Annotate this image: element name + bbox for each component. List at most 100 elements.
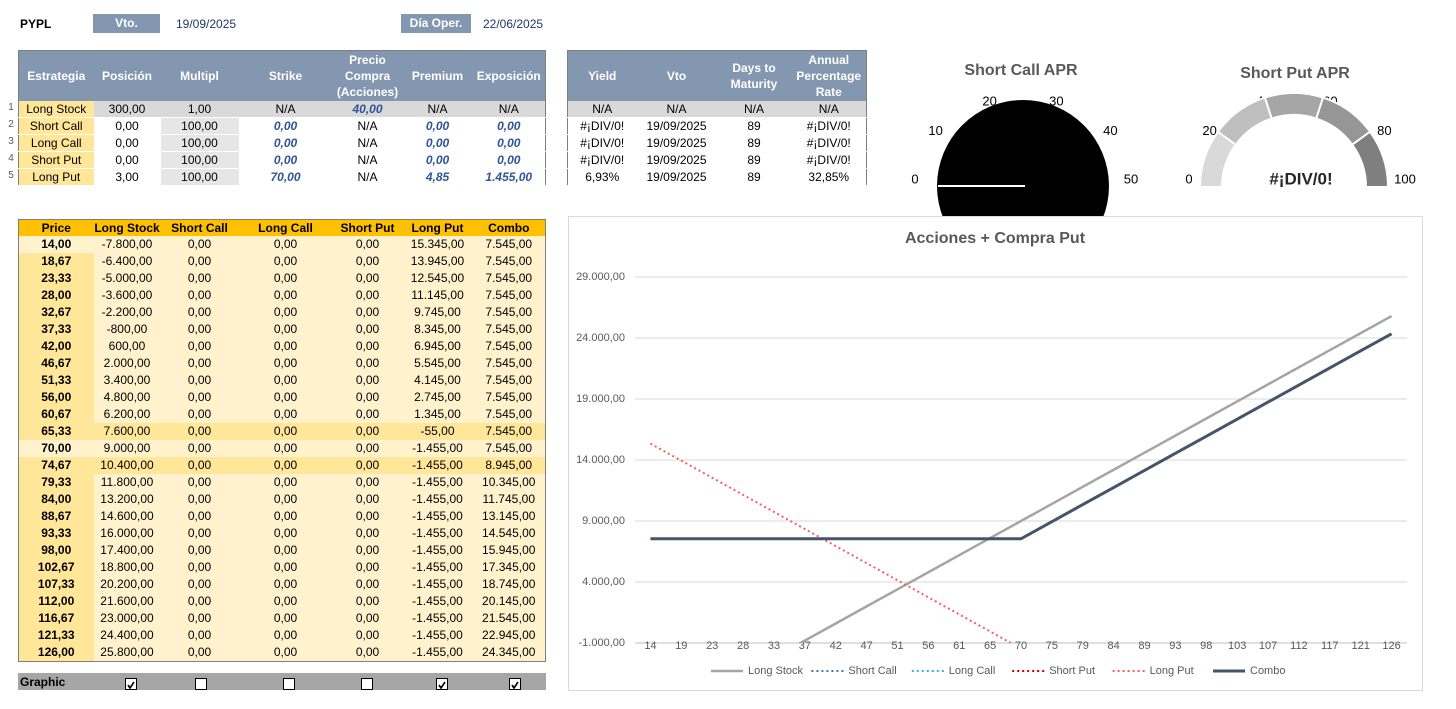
x-tick-label: 51 <box>891 640 903 652</box>
row-number: 4 <box>8 153 14 164</box>
column-header: Price <box>18 219 94 236</box>
cell: 3.400,00 <box>93 372 161 389</box>
cell: 0,00 <box>332 236 403 253</box>
cell: -1.455,00 <box>402 491 473 508</box>
cell: 0,00 <box>160 338 239 355</box>
cell: 0,00 <box>332 508 403 525</box>
x-tick-label: 75 <box>1046 640 1058 652</box>
cell: 21.545,00 <box>472 610 546 627</box>
cell: 17.345,00 <box>472 559 546 576</box>
cell: 0,00 <box>332 338 403 355</box>
checkbox[interactable] <box>436 678 448 690</box>
cell: 16.000,00 <box>93 525 161 542</box>
cell: 65,33 <box>18 423 94 440</box>
row: 46,67 2.000,00 0,00 0,00 0,00 5.545,00 7.545,0… <box>18 355 546 372</box>
cell: 12.545,00 <box>402 270 473 287</box>
cell: 0,00 <box>160 542 239 559</box>
header-row: Yield Vto Days to Maturity Annual Percentag… <box>567 50 867 101</box>
cell: 0,00 <box>160 610 239 627</box>
cell: 0,00 <box>332 406 403 423</box>
row: 74,67 10.400,00 0,00 0,00 0,00 -1.455,00 8.945… <box>18 457 546 474</box>
cell: 93,33 <box>18 525 94 542</box>
gauge-title: Short Put APR <box>1240 65 1350 82</box>
column-header: Multipl <box>160 50 239 101</box>
cell: 7.545,00 <box>472 389 546 406</box>
cell: 19/09/2025 <box>636 117 717 135</box>
x-tick-label: 42 <box>830 640 842 652</box>
cell: 10.400,00 <box>93 457 161 474</box>
row: 51,33 3.400,00 0,00 0,00 0,00 4.145,00 7.545,0… <box>18 372 546 389</box>
legend-label: Combo <box>1250 665 1285 677</box>
cell: 0,00 <box>160 236 239 253</box>
cell: 32,85% <box>791 168 867 186</box>
row: 116,67 23.000,00 0,00 0,00 0,00 -1.455,00 21.5… <box>18 610 546 627</box>
cell: 20.145,00 <box>472 593 546 610</box>
cell: 0,00 <box>160 355 239 372</box>
cell: 79,33 <box>18 474 94 491</box>
cell: N/A <box>636 101 717 118</box>
cell: 0,00 <box>238 593 333 610</box>
cell: 1,00 <box>160 101 239 118</box>
cell: N/A <box>332 151 403 169</box>
cell: 7.545,00 <box>472 355 546 372</box>
cell: 9.000,00 <box>93 440 161 457</box>
x-tick-label: 47 <box>860 640 872 652</box>
checkbox[interactable] <box>283 678 295 690</box>
checkbox[interactable] <box>361 678 373 690</box>
x-tick-label: 70 <box>1015 640 1027 652</box>
cell: 24.400,00 <box>93 627 161 644</box>
cell: 0,00 <box>160 593 239 610</box>
y-tick-label: 19.000,00 <box>576 393 625 405</box>
gauge-tick-label: 0 <box>1185 171 1192 186</box>
cell: -1.455,00 <box>402 525 473 542</box>
checkbox[interactable] <box>195 678 207 690</box>
chart-title: Acciones + Compra Put <box>905 230 1086 247</box>
cell: 51,33 <box>18 372 94 389</box>
cell: 0,00 <box>160 559 239 576</box>
checkbox[interactable] <box>509 678 521 690</box>
cell: 10.345,00 <box>472 474 546 491</box>
cell: -1.455,00 <box>402 576 473 593</box>
cell: 7.545,00 <box>472 287 546 304</box>
cell: 0,00 <box>160 406 239 423</box>
row: #¡DIV/0! 19/09/2025 89 #¡DIV/0! <box>567 134 867 152</box>
cell: 23,33 <box>18 270 94 287</box>
cell: 0,00 <box>332 304 403 321</box>
cell: 2.745,00 <box>402 389 473 406</box>
cell: 0,00 <box>93 134 161 152</box>
row: Long Stock 300,00 1,00 N/A 40,00 N/A N/A <box>18 101 546 118</box>
x-tick-label: 93 <box>1169 640 1181 652</box>
cell: -1.455,00 <box>402 593 473 610</box>
cell: 0,00 <box>238 117 333 135</box>
y-tick-label: 4.000,00 <box>582 576 625 588</box>
cell: 0,00 <box>160 627 239 644</box>
cell: 0,00 <box>93 151 161 169</box>
cell: 3,00 <box>93 168 161 186</box>
column-header: Short Put <box>332 219 403 236</box>
y-tick-label: 24.000,00 <box>576 332 625 344</box>
cell: 22.945,00 <box>472 627 546 644</box>
x-tick-label: 23 <box>706 640 718 652</box>
column-header: Short Call <box>160 219 239 236</box>
x-tick-label: 89 <box>1138 640 1150 652</box>
row: Long Call 0,00 100,00 0,00 N/A 0,00 0,00 <box>18 134 546 152</box>
cell: 0,00 <box>160 321 239 338</box>
thead: Yield Vto Days to Maturity Annual Percentag… <box>567 50 867 101</box>
cell: 15.945,00 <box>472 542 546 559</box>
cell: 0,00 <box>160 644 239 662</box>
column-header: Long Put <box>402 219 473 236</box>
cell: 0,00 <box>238 644 333 662</box>
cell: 21.600,00 <box>93 593 161 610</box>
column-header: Combo <box>472 219 546 236</box>
cell: 6.200,00 <box>93 406 161 423</box>
graphic-bar: Graphic <box>18 673 546 690</box>
cell: 28,00 <box>18 287 94 304</box>
checkbox[interactable] <box>125 678 137 690</box>
chart-area <box>568 216 1423 691</box>
y-tick-label: 29.000,00 <box>576 271 625 283</box>
row: 112,00 21.600,00 0,00 0,00 0,00 -1.455,00 20.1… <box>18 593 546 610</box>
row: 84,00 13.200,00 0,00 0,00 0,00 -1.455,00 11.74… <box>18 491 546 508</box>
cell: 0,00 <box>332 474 403 491</box>
cell: 0,00 <box>332 372 403 389</box>
cell: -1.455,00 <box>402 644 473 662</box>
